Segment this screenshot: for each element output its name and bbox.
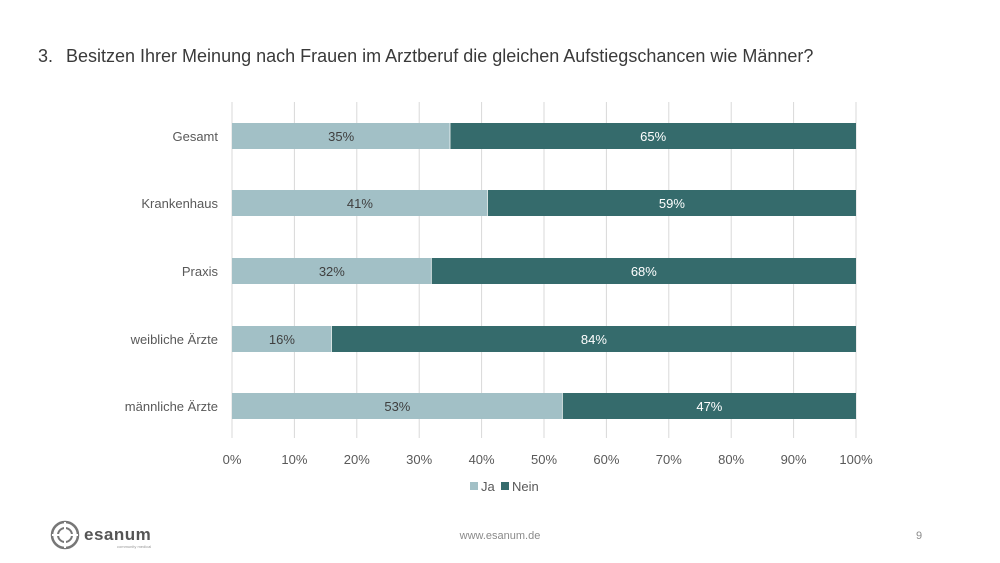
x-tick-label: 100% [839,452,873,467]
data-label: 84% [581,332,607,347]
title-text: Besitzen Ihrer Meinung nach Frauen im Ar… [66,46,814,66]
bar-ja [232,326,332,352]
legend-swatch [501,482,509,490]
legend-label: Ja [481,479,496,494]
category-label: Gesamt [172,129,218,144]
bar-ja [232,123,451,149]
x-tick-label: 90% [781,452,807,467]
x-tick-label: 70% [656,452,682,467]
data-label: 16% [269,332,295,347]
data-label: 68% [631,264,657,279]
esanum-logo-icon [50,520,80,550]
bar-nein [431,258,856,284]
x-tick-label: 40% [469,452,495,467]
x-tick-label: 0% [223,452,242,467]
data-label: 59% [659,196,685,211]
page-number: 9 [916,530,923,542]
bar-ja [232,258,432,284]
data-label: 47% [696,399,722,414]
x-tick-label: 30% [406,452,432,467]
data-label: 65% [640,129,666,144]
category-label: Praxis [182,264,219,279]
x-tick-label: 80% [718,452,744,467]
category-label: männliche Ärzte [125,399,218,414]
x-tick-label: 20% [344,452,370,467]
footer-url: www.esanum.de [459,530,541,542]
bar-nein [450,123,856,149]
title-number: 3. [38,46,54,66]
category-label: weibliche Ärzte [130,332,218,347]
slide-title: 3. Besitzen Ihrer Meinung nach Frauen im … [38,46,813,67]
x-tick-label: 10% [281,452,307,467]
legend-label: Nein [512,479,539,494]
x-tick-label: 50% [531,452,557,467]
data-label: 32% [319,264,345,279]
bar-ja [232,393,563,419]
bar-ja [232,190,488,216]
bar-nein [331,326,857,352]
data-label: 41% [347,196,373,211]
bar-nein [562,393,856,419]
legend-swatch [470,482,478,490]
esanum-logo: esanum community medical [50,520,151,550]
data-label: 35% [328,129,354,144]
data-label: 53% [384,399,410,414]
logo-tagline: community medical [117,544,152,549]
x-tick-label: 60% [593,452,619,467]
logo-text: esanum community medical [84,525,152,549]
bar-nein [487,190,856,216]
category-label: Krankenhaus [141,196,218,211]
